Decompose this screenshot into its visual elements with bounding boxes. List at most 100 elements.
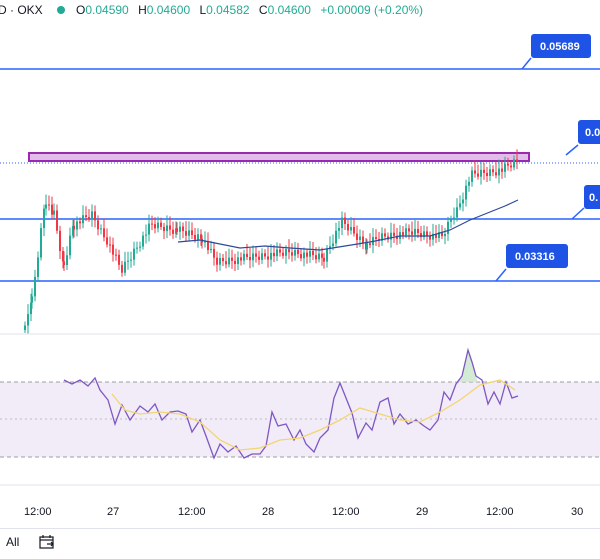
candle-body bbox=[347, 223, 349, 231]
candle-body bbox=[270, 252, 272, 260]
candle-body bbox=[300, 254, 302, 259]
candle-body bbox=[405, 228, 407, 236]
candle-body bbox=[323, 257, 325, 262]
tag-connector-2 bbox=[565, 144, 579, 156]
moving-average-line bbox=[177, 199, 519, 251]
candle-body bbox=[441, 232, 443, 237]
high-value: 0.04600 bbox=[146, 3, 191, 17]
candle-body bbox=[341, 217, 343, 229]
candle-body bbox=[136, 247, 138, 249]
candle-body bbox=[204, 241, 206, 243]
candle-body bbox=[255, 253, 257, 257]
candle-body bbox=[276, 249, 278, 257]
candle-body bbox=[109, 244, 111, 246]
candle-body bbox=[326, 248, 328, 262]
candle-body bbox=[234, 260, 236, 265]
candle-body bbox=[151, 223, 153, 225]
candle-body bbox=[51, 204, 53, 215]
candle-body bbox=[210, 248, 212, 251]
close-label: C bbox=[258, 3, 268, 17]
candle-body bbox=[335, 230, 337, 244]
candle-body bbox=[45, 204, 47, 209]
candle-body bbox=[188, 230, 190, 236]
price-tag-1[interactable]: 0.05689 bbox=[531, 34, 591, 58]
candle-body bbox=[375, 237, 377, 239]
candle-body bbox=[282, 252, 284, 256]
candle-body bbox=[366, 243, 368, 250]
candle-body bbox=[456, 207, 458, 218]
chart-header: D · OKX O0.04590 H0.04600 L0.04582 C0.04… bbox=[0, 0, 600, 20]
open-label: O bbox=[76, 3, 86, 17]
candle-body bbox=[486, 172, 488, 177]
open-value: 0.04590 bbox=[85, 3, 129, 17]
candles-group bbox=[24, 149, 518, 334]
candle-body bbox=[157, 222, 159, 229]
price-tag-3[interactable]: 0. bbox=[584, 185, 600, 209]
candle-body bbox=[166, 225, 168, 232]
candle-body bbox=[179, 226, 181, 232]
rsi-overbought-fill bbox=[456, 350, 478, 382]
candle-body bbox=[393, 232, 395, 236]
candle-body bbox=[163, 226, 165, 232]
candle-body bbox=[414, 228, 416, 235]
candle-body bbox=[261, 253, 263, 260]
price-tag-2[interactable]: 0.0 bbox=[578, 120, 600, 144]
price-tag-3-label: 0. bbox=[589, 192, 598, 204]
time-axis[interactable]: 12:00 27 12:00 28 12:00 29 12:00 30 bbox=[24, 506, 583, 518]
candle-body bbox=[31, 296, 33, 303]
candle-body bbox=[516, 159, 518, 162]
candle-body bbox=[390, 232, 392, 240]
candle-body bbox=[402, 232, 404, 236]
candle-body bbox=[43, 208, 45, 229]
candle-body bbox=[172, 229, 174, 234]
candle-body bbox=[381, 233, 383, 241]
candle-body bbox=[85, 215, 87, 218]
time-label: 12:00 bbox=[24, 506, 52, 518]
candle-body bbox=[37, 257, 39, 277]
candle-body bbox=[79, 221, 81, 224]
candle-body bbox=[237, 257, 239, 265]
candle-body bbox=[462, 199, 464, 204]
range-all-button[interactable]: All bbox=[6, 535, 20, 549]
price-tag-2-label: 0.0 bbox=[585, 127, 600, 139]
candle-body bbox=[321, 253, 323, 258]
candle-body bbox=[483, 169, 485, 173]
candle-body bbox=[213, 248, 215, 258]
candle-body bbox=[124, 261, 126, 273]
candle-body bbox=[222, 257, 224, 262]
candle-body bbox=[216, 257, 218, 265]
time-label: 27 bbox=[107, 506, 119, 518]
candle-body bbox=[139, 246, 141, 248]
calendar-icon[interactable] bbox=[38, 533, 56, 551]
candle-body bbox=[72, 225, 74, 236]
candle-body bbox=[118, 254, 120, 265]
resistance-zone[interactable] bbox=[28, 152, 530, 162]
candle-body bbox=[148, 223, 150, 235]
candle-body bbox=[249, 257, 251, 261]
change-value: +0.00009 (+0.20%) bbox=[320, 3, 424, 17]
symbol-exchange[interactable]: D · OKX bbox=[0, 3, 43, 17]
candle-body bbox=[91, 211, 93, 219]
candle-body bbox=[231, 257, 233, 261]
candle-body bbox=[504, 163, 506, 172]
candle-body bbox=[59, 230, 61, 252]
candle-body bbox=[267, 256, 269, 260]
candle-body bbox=[429, 235, 431, 240]
candle-body bbox=[468, 181, 470, 186]
candle-body bbox=[318, 253, 320, 260]
candle-body bbox=[176, 228, 178, 232]
chart-canvas[interactable]: 0.05689 0.0 0. 0.03316 12:00 27 12:00 28… bbox=[0, 0, 600, 528]
candle-body bbox=[315, 255, 317, 260]
candle-body bbox=[127, 260, 129, 262]
candle-body bbox=[130, 259, 132, 261]
tag-connector-4 bbox=[495, 268, 507, 282]
candle-body bbox=[76, 221, 78, 230]
time-label: 12:00 bbox=[486, 506, 514, 518]
candle-body bbox=[291, 252, 293, 256]
candle-body bbox=[426, 231, 428, 236]
candle-body bbox=[306, 252, 308, 257]
rsi-line bbox=[63, 347, 519, 460]
price-tag-4[interactable]: 0.03316 bbox=[506, 244, 568, 268]
candle-body bbox=[338, 228, 340, 231]
candle-body bbox=[121, 264, 123, 273]
